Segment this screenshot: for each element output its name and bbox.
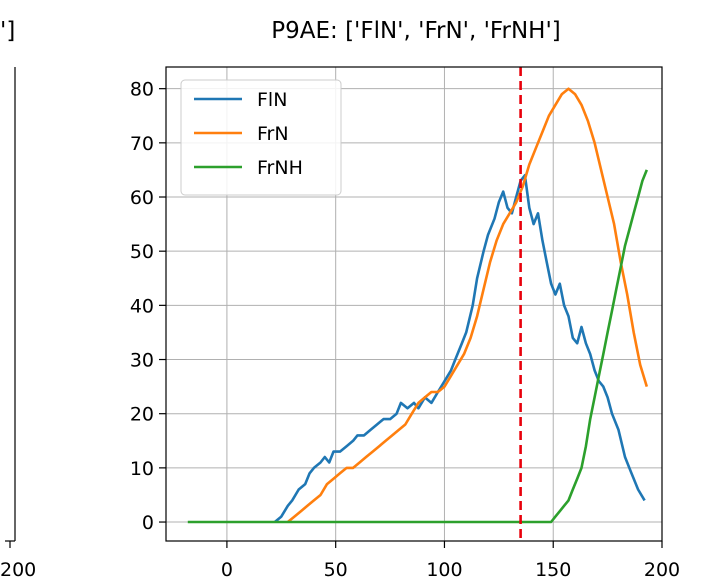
y-tick-label: 30: [130, 350, 154, 372]
series-line-frnh: [187, 169, 649, 524]
series-line-frn: [286, 87, 649, 524]
x-tick-label: 0: [221, 559, 233, 581]
chart-title: P9AE: ['FlN', 'FrN', 'FrNH']: [271, 18, 561, 44]
x-axis-ticks: 0 50 100 150 200: [221, 541, 680, 581]
legend-entry-frnh: FrNH: [257, 157, 303, 179]
y-tick-label: 0: [142, 512, 154, 534]
y-tick-label: 70: [130, 133, 154, 155]
x-tick-label: 200: [644, 559, 680, 581]
y-tick-label: 10: [130, 458, 154, 480]
left-panel-partial: '] 200: [0, 18, 36, 581]
legend-entry-frn: FrN: [257, 123, 289, 145]
y-tick-label: 40: [130, 295, 154, 317]
left-panel-title-fragment: ']: [0, 18, 15, 44]
grid-lines: [166, 67, 663, 541]
plot-frame: [165, 66, 663, 542]
y-axis-ticks: 0 10 20 30 40 50 60 70 80: [130, 79, 166, 534]
legend: FlN FrN FrNH: [180, 79, 342, 196]
y-tick-label: 20: [130, 404, 154, 426]
x-tick-label: 150: [535, 559, 571, 581]
x-tick-label: 50: [324, 559, 348, 581]
y-tick-label: 50: [130, 241, 154, 263]
series-lines: [187, 87, 649, 524]
series-line-fln: [273, 174, 646, 523]
y-tick-label: 80: [130, 79, 154, 101]
x-tick-label: 100: [426, 559, 462, 581]
legend-entry-fln: FlN: [257, 89, 287, 111]
left-panel-x-tick-label: 200: [0, 559, 36, 581]
y-tick-label: 60: [130, 187, 154, 209]
